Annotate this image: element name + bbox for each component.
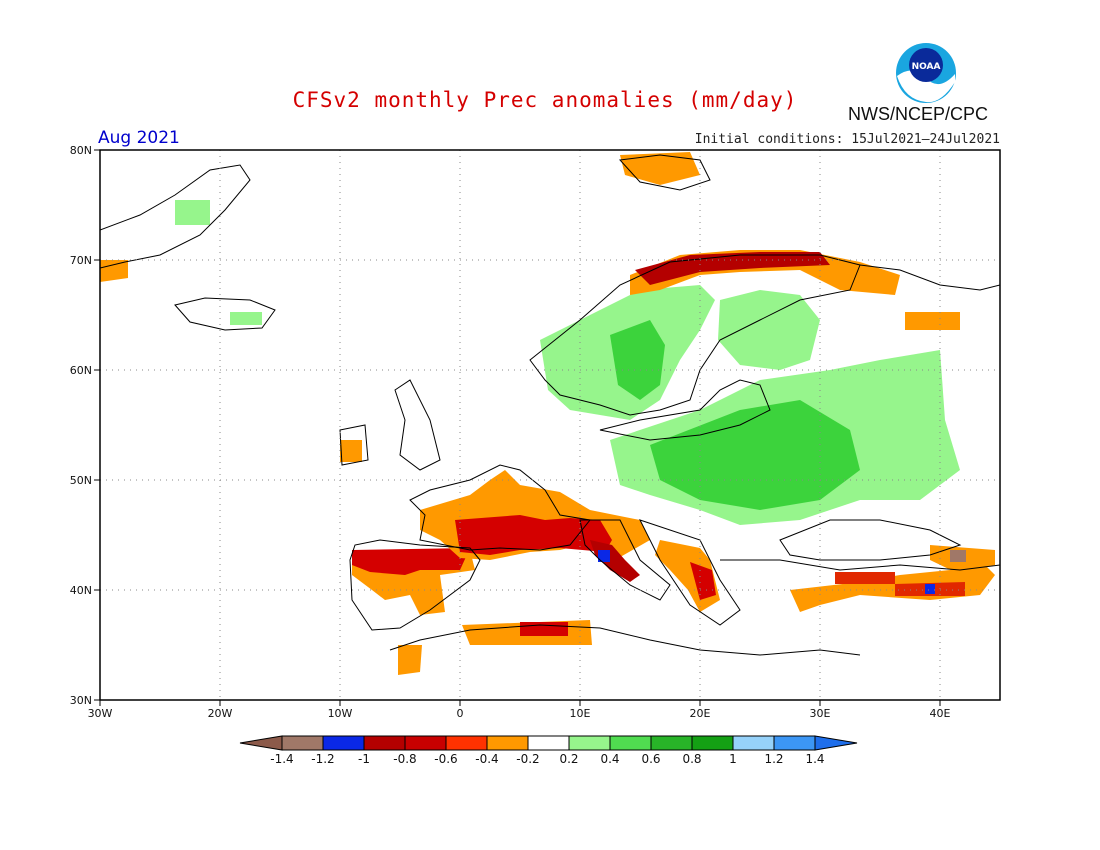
colorbar-label: -0.4	[475, 752, 498, 766]
colorbar-label: 1.2	[764, 752, 783, 766]
coast-britain	[394, 379, 441, 471]
colorbar-label: 0.6	[641, 752, 660, 766]
colorbar-swatch	[404, 735, 447, 751]
map-frame	[99, 149, 1001, 701]
colorbar-label: 1.4	[805, 752, 824, 766]
colorbar-swatch	[568, 735, 611, 751]
lon-tick: 30W	[88, 707, 113, 720]
coast-ireland	[339, 424, 369, 466]
lat-tick: 40N	[70, 584, 92, 597]
colorbar: -1.4 -1.2 -1 -0.8 -0.6 -0.4 -0.2 0.2 0.4 0.6 0.8 1 1…	[239, 735, 858, 766]
coast-nafrica	[389, 624, 861, 656]
coast-russia-north	[859, 264, 1000, 291]
colorbar-label: 0.8	[682, 752, 701, 766]
anomaly-finland	[718, 290, 820, 370]
coast-iceland	[174, 297, 276, 331]
coast-baltic	[599, 379, 771, 441]
colorbar-swatch	[732, 735, 775, 751]
tick-marks	[94, 149, 941, 706]
coast-france	[409, 464, 591, 551]
coast-italy	[579, 519, 671, 601]
coast-iberia	[349, 539, 481, 631]
coast-svalbard	[618, 154, 711, 191]
lon-tick: 30E	[810, 707, 831, 720]
noaa-logo-text: NOAA	[912, 62, 941, 72]
lon-tick: 40E	[930, 707, 951, 720]
colorbar-swatch	[486, 735, 529, 751]
anomaly-morocco	[398, 645, 422, 675]
chart-title: CFSv2 monthly Prec anomalies (mm/day)	[292, 88, 798, 112]
lon-tick: 10W	[328, 707, 353, 720]
coastlines	[100, 154, 1000, 656]
colorbar-swatch	[445, 735, 488, 751]
gridlines	[100, 150, 1000, 700]
colorbar-swatch	[650, 735, 693, 751]
colorbar-label: 1	[729, 752, 737, 766]
lat-tick: 60N	[70, 364, 92, 377]
anomaly-nafrica-strong	[520, 622, 568, 636]
colorbar-swatch	[609, 735, 652, 751]
anomaly-svalbard	[620, 152, 700, 185]
anomaly-turkey-wet-pixel	[925, 584, 935, 594]
colorbar-arrow-left	[239, 735, 283, 751]
anomaly-easteurope-core	[650, 400, 860, 510]
colorbar-label: -1.4	[270, 752, 293, 766]
noaa-logo: NOAA	[896, 43, 956, 103]
colorbar-label: 0.4	[600, 752, 619, 766]
anomaly-greenland	[175, 200, 210, 225]
colorbar-label: -0.6	[434, 752, 457, 766]
initial-conditions-label: Initial conditions: 15Jul2021–24Jul2021	[694, 132, 1000, 147]
anomaly-caucasus-brown	[950, 550, 966, 562]
anomaly-iceland	[230, 312, 262, 325]
lon-tick: 10E	[570, 707, 591, 720]
anomaly-ireland	[340, 440, 362, 462]
colorbar-label: -1	[358, 752, 370, 766]
coast-greenland	[100, 164, 251, 269]
lon-tick: 20E	[690, 707, 711, 720]
anomaly-italy-wet-pixel	[598, 550, 610, 562]
colorbar-label: -0.2	[516, 752, 539, 766]
coast-greece-turkey	[720, 559, 1000, 571]
colorbar-label: -1.2	[311, 752, 334, 766]
colorbar-swatch	[691, 735, 734, 751]
colorbar-label: -0.8	[393, 752, 416, 766]
anomaly-sweden-core	[610, 320, 665, 400]
coast-balkans	[639, 519, 741, 626]
coast-scandinavia	[529, 254, 861, 416]
colorbar-swatch	[773, 735, 816, 751]
anomaly-turkey	[790, 560, 995, 612]
coast-blacksea	[779, 519, 962, 561]
lon-tick: 20W	[208, 707, 233, 720]
lat-tick: 70N	[70, 254, 92, 267]
colorbar-swatch	[281, 735, 324, 751]
colorbar-swatch	[363, 735, 406, 751]
anomaly-iberia-strong	[352, 548, 470, 575]
org-label: NWS/NCEP/CPC	[848, 104, 989, 124]
lat-tick: 30N	[70, 694, 92, 707]
colorbar-arrow-right	[814, 735, 858, 751]
lat-tick: 50N	[70, 474, 92, 487]
colorbar-label: 0.2	[559, 752, 578, 766]
colorbar-swatch	[322, 735, 365, 751]
lon-tick: 0	[457, 707, 464, 720]
anomaly-balkans-strong	[690, 562, 716, 600]
month-label: Aug 2021	[98, 128, 180, 148]
lat-tick: 80N	[70, 144, 92, 157]
anomaly-greenland-dry	[100, 260, 128, 282]
anomaly-kola	[905, 312, 960, 330]
colorbar-swatch	[527, 735, 570, 751]
anomaly-france-strong	[455, 515, 612, 555]
